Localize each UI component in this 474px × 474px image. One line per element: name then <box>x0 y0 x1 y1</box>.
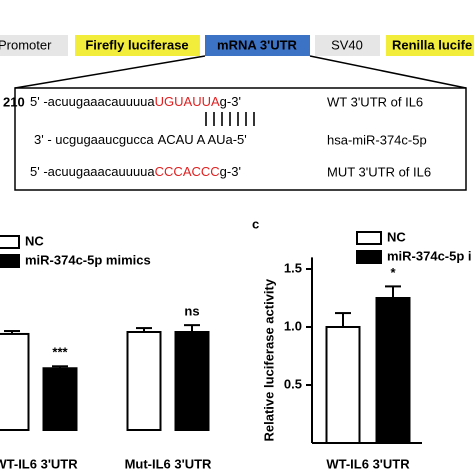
legend-label: miR-374c-5p i <box>387 248 472 263</box>
seq-part: 3' - ucgugaaucgucca <box>34 132 154 147</box>
significance: * <box>390 265 396 280</box>
significance: ns <box>184 304 199 319</box>
legend-label: miR-374c-5p mimics <box>25 252 151 267</box>
seq-part: 5' -acuugaaacauuuua <box>30 164 155 179</box>
seq: 3' - ucgugaaucgucca ACAU A AUa-5' <box>34 132 247 147</box>
seq-site: CCCACCC <box>155 164 220 179</box>
alignment-box <box>14 87 467 191</box>
renilla-box <box>386 35 474 56</box>
construct-label: Firefly luciferase <box>85 37 188 52</box>
seq-label: MUT 3'UTR of IL6 <box>327 164 431 179</box>
seq-label: hsa-miR-374c-5p <box>327 132 427 147</box>
position: 210 <box>3 94 25 109</box>
legend-swatch <box>356 231 382 245</box>
seq-part: g-3' <box>220 94 241 109</box>
seq-part: g-3' <box>220 164 241 179</box>
construct-label: Renilla lucife <box>392 37 472 52</box>
seq-part: 5' -acuugaaacauuuua <box>30 94 155 109</box>
panel-label: c <box>252 216 259 231</box>
promoter-box <box>0 35 68 56</box>
significance: *** <box>52 345 68 360</box>
zoom-line <box>14 55 206 89</box>
bar <box>325 326 361 444</box>
utr-box <box>205 35 310 56</box>
x-tick-label: WT-IL6 3'UTR <box>326 456 410 471</box>
seq: 5' -acuugaaacauuuuaCCCACCCg-3' <box>30 164 241 179</box>
bar <box>42 367 78 432</box>
seq-label: WT 3'UTR of IL6 <box>327 94 423 109</box>
construct-label: mRNA 3'UTR <box>217 37 298 52</box>
y-tick-label: 0.5 <box>284 376 302 391</box>
bar <box>0 332 30 431</box>
x-tick-label: Mut-IL6 3'UTR <box>125 456 212 471</box>
seq-part: ACAU A AUa-5' <box>158 132 247 147</box>
legend-swatch <box>0 254 20 268</box>
y-axis-label: Relative luciferase activity <box>261 278 276 441</box>
bar <box>126 331 162 431</box>
legend-label: NC <box>387 229 406 244</box>
seq: 5' -acuugaaacauuuuaUGUAUUAg-3' <box>30 94 241 109</box>
legend-swatch <box>0 235 20 249</box>
bar <box>375 297 411 444</box>
legend-swatch <box>356 250 382 264</box>
alignment: 5' -acuugaaacauuuuaUGUAUUAg-3' WT 3'UTR … <box>30 94 431 179</box>
zoom-line <box>309 55 467 89</box>
sv40-box <box>315 35 380 56</box>
firefly-box <box>75 35 200 56</box>
pairing <box>205 112 255 126</box>
bar <box>174 331 210 431</box>
construct-label: SV40 <box>331 37 363 52</box>
legend-label: NC <box>25 233 44 248</box>
charts: NC miR-374c-5p mimics *** ns WT-IL6 3'UTR Mut… <box>0 216 472 471</box>
x-tick-label: WT-IL6 3'UTR <box>0 456 78 471</box>
y-tick-label: 1.5 <box>284 260 302 275</box>
construct-label: Promoter <box>0 37 52 52</box>
seq-site: UGUAUUA <box>155 94 220 109</box>
y-tick-label: 1.0 <box>284 318 302 333</box>
